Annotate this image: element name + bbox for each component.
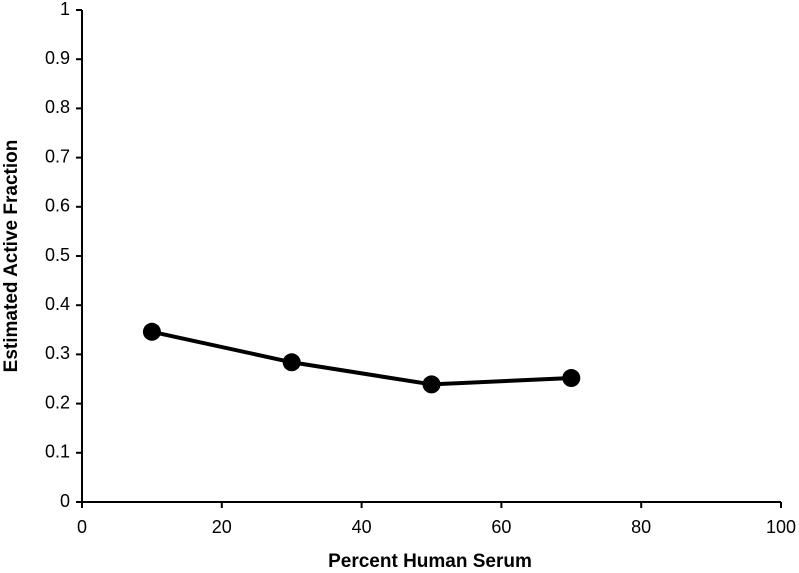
y-tick-label: 0.9 [45,48,70,68]
x-tick-label: 40 [352,517,372,537]
x-tick-label: 60 [491,517,511,537]
y-tick-label: 0.4 [45,294,70,314]
data-point [422,375,441,394]
x-axis-title: Percent Human Serum [328,551,532,572]
y-axis-title: Estimated Active Fraction [1,140,22,373]
y-tick-label: 0.6 [45,196,70,216]
y-tick-label: 0.7 [45,146,70,166]
y-tick-label: 0.5 [45,245,70,265]
y-tick-label: 0 [60,491,70,511]
x-tick-label: 20 [212,517,232,537]
x-tick-label: 80 [631,517,651,537]
y-tick-label: 1 [60,0,70,19]
y-tick-label: 0.3 [45,343,70,363]
data-point [142,322,161,341]
data-point [282,353,301,372]
y-tick-label: 0.1 [45,442,70,462]
y-tick-label: 0.8 [45,97,70,117]
y-tick-label: 0.2 [45,392,70,412]
x-tick-label: 0 [77,517,87,537]
x-tick-label: 100 [766,517,796,537]
data-line [151,329,572,387]
data-point [562,369,581,388]
